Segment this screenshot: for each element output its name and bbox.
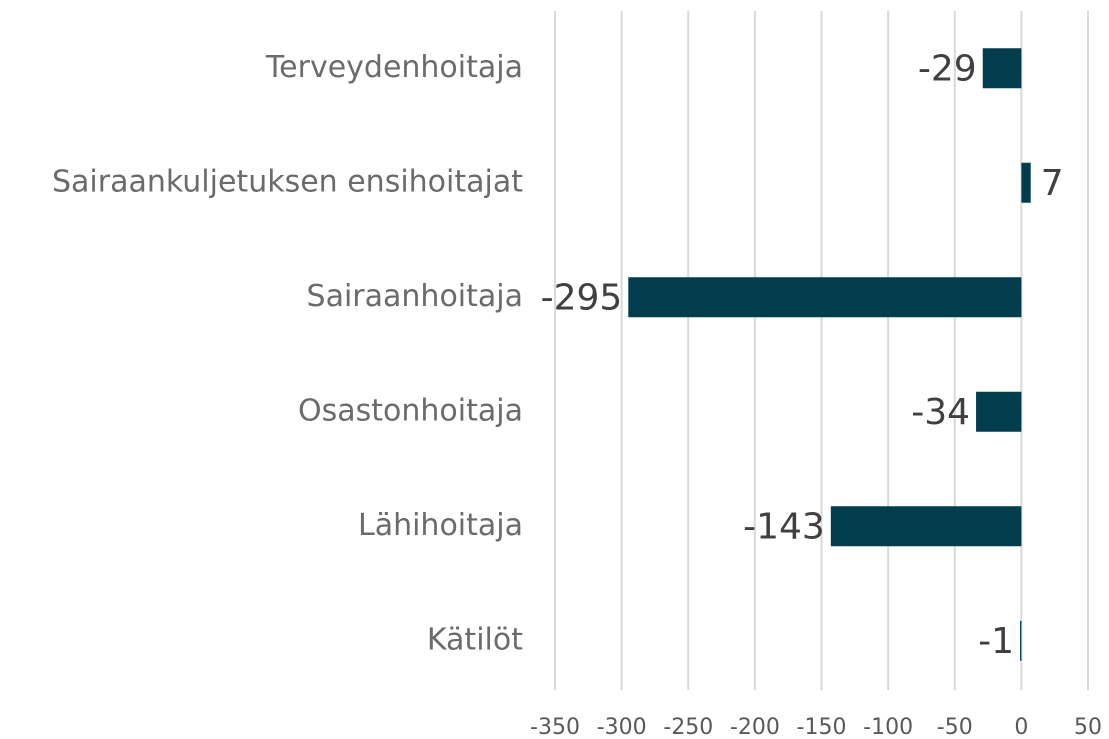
data-label: 7 [1041,163,1064,204]
x-tick-label: -150 [797,715,847,739]
x-tick-label: -300 [597,715,647,739]
data-label: -34 [911,392,970,433]
data-label: -1 [978,621,1014,662]
x-tick-label: 50 [1074,715,1102,739]
y-tick-label: Sairaanhoitaja [307,279,523,314]
bar [628,277,1022,318]
x-tick-label: -250 [663,715,713,739]
data-label: -295 [541,277,623,318]
y-tick-label: Osastonhoitaja [298,393,523,428]
y-tick-label: Terveydenhoitaja [265,50,523,85]
data-label: -29 [918,48,977,89]
y-tick-label: Sairaankuljetuksen ensihoitajat [52,164,523,199]
x-tick-label: -50 [937,715,973,739]
bar [976,391,1022,432]
bar [982,48,1022,89]
bar [1021,162,1031,203]
x-tick-label: -100 [863,715,913,739]
bar [1020,620,1022,661]
bar [830,506,1022,547]
data-label: -143 [743,506,825,547]
x-tick-label: -350 [530,715,580,739]
x-tick-label: -200 [730,715,780,739]
y-tick-label: Kätilöt [427,622,523,657]
x-tick-label: 0 [1014,715,1028,739]
y-tick-label: Lähihoitaja [358,508,523,543]
